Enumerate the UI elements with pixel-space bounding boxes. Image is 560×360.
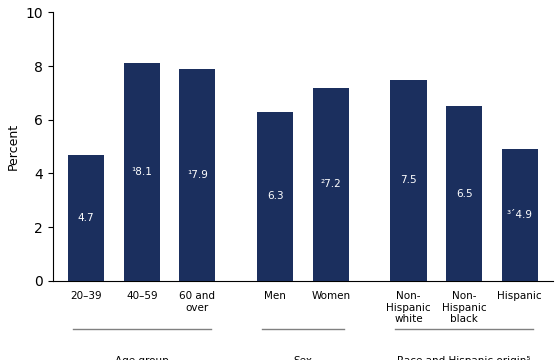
Bar — [446, 106, 482, 281]
Text: ³´4.9: ³´4.9 — [507, 210, 533, 220]
Text: 6.5: 6.5 — [456, 189, 473, 199]
Text: ²7.2: ²7.2 — [320, 179, 341, 189]
Bar — [68, 155, 104, 281]
Bar — [312, 87, 349, 281]
Bar — [124, 63, 160, 281]
Bar — [257, 112, 293, 281]
Text: Sex: Sex — [293, 356, 312, 360]
Text: 7.5: 7.5 — [400, 175, 417, 185]
Y-axis label: Percent: Percent — [7, 123, 20, 170]
Text: Race and Hispanic origin⁵: Race and Hispanic origin⁵ — [398, 356, 531, 360]
Text: ¹8.1: ¹8.1 — [132, 167, 152, 177]
Text: 4.7: 4.7 — [78, 213, 95, 223]
Bar — [502, 149, 538, 281]
Bar — [390, 80, 427, 281]
Text: 6.3: 6.3 — [267, 191, 283, 201]
Text: ¹7.9: ¹7.9 — [187, 170, 208, 180]
Text: Age group: Age group — [115, 356, 169, 360]
Bar — [179, 69, 216, 281]
